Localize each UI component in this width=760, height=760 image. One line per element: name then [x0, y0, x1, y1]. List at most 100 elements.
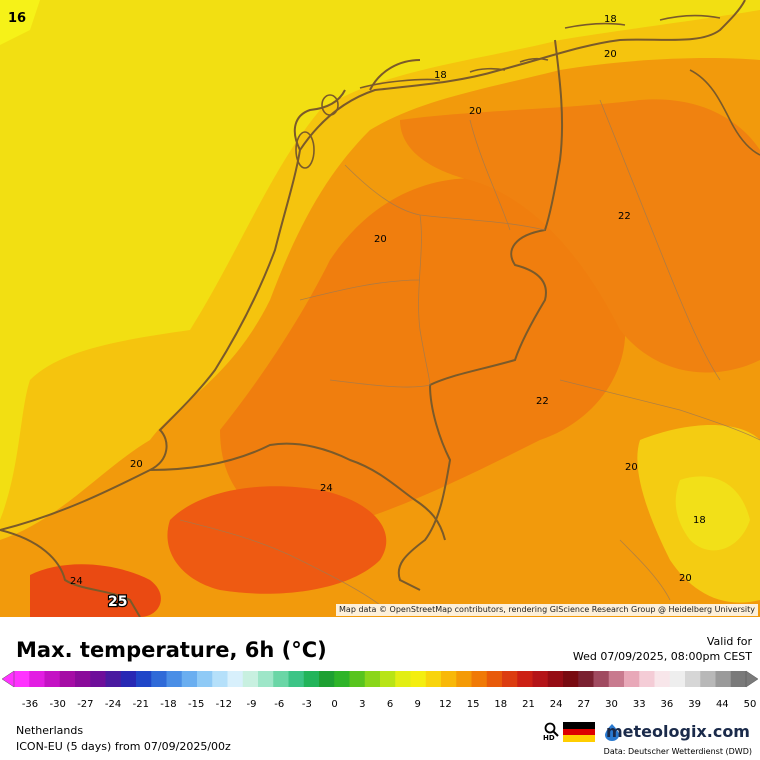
scale-color-step [151, 671, 167, 687]
scale-color-step [273, 671, 289, 687]
scale-tick-label: 0 [331, 699, 337, 710]
contour-label: 20 [374, 234, 387, 245]
scale-tick-label: -21 [133, 699, 149, 710]
scale-tick-label: -18 [160, 699, 176, 710]
scale-color-step [486, 671, 503, 687]
cool-zone [0, 0, 40, 45]
scale-tick-label: 33 [633, 699, 646, 710]
scale-color-step [136, 671, 152, 687]
wadden-islands [295, 14, 760, 169]
map-title: Max. temperature, 6h (°C) [16, 638, 327, 662]
contour-label: 22 [536, 396, 549, 407]
scale-tick-label: 21 [522, 699, 535, 710]
scale-color-step [532, 671, 549, 687]
scale-tick-label: 36 [661, 699, 674, 710]
scale-tick-label: 15 [467, 699, 480, 710]
scale-tick-label: 30 [605, 699, 618, 710]
scale-color-step [441, 671, 457, 687]
scale-tick-label: 12 [439, 699, 452, 710]
contour-label: 20 [679, 573, 692, 584]
scale-color-step [349, 671, 366, 687]
legend-footer [0, 617, 760, 760]
scale-color-step [547, 671, 564, 687]
contour-label: 16 [8, 11, 26, 26]
scale-color-step [120, 671, 137, 687]
scale-color-step [303, 671, 320, 687]
scale-color-step [380, 671, 396, 687]
map-attribution: Map data © OpenStreetMap contributors, r… [336, 604, 758, 616]
scale-color-step [410, 671, 427, 687]
scale-tick-label: 39 [688, 699, 701, 710]
cool-zone-southeast-inner [675, 476, 750, 551]
scale-tick-label: -12 [216, 699, 232, 710]
color-scale-ticks: -36 -30 -27 -24 -21 -18 -15 -12 -9 -6 -3 0 3 6 9 12 15 18… [22, 699, 757, 710]
max-value-label: 25 [108, 594, 127, 610]
borders [0, 0, 746, 617]
scale-tick-label: 44 [716, 699, 729, 710]
contour-label: 18 [434, 70, 447, 81]
contour-label: 18 [604, 14, 617, 25]
scale-tick-label: 6 [387, 699, 393, 710]
scale-color-step [181, 671, 198, 687]
scale-tick-label: 3 [359, 699, 365, 710]
hd-label: HD [543, 734, 555, 742]
color-scale-bars [14, 671, 747, 687]
scale-color-step [669, 671, 686, 687]
scale-color-step [456, 671, 472, 687]
scale-color-step [578, 671, 594, 687]
contour-label: 22 [618, 211, 631, 222]
weather-map[interactable]: 16 18 20 18 20 22 20 22 20 24 20 18 20 2… [0, 0, 760, 617]
color-scale: -36 -30 -27 -24 -21 -18 -15 -12 -9 -6 -3 0 3 6 9 12 15 18… [1, 670, 759, 710]
scale-tick-label: 24 [550, 699, 563, 710]
scale-color-step [700, 671, 716, 687]
scale-color-step [14, 671, 30, 687]
scale-color-step [227, 671, 244, 687]
scale-color-step [685, 671, 701, 687]
scale-color-step [395, 671, 411, 687]
scale-color-step [364, 671, 381, 687]
region-name: Netherlands [16, 724, 84, 737]
data-source: Data: Deutscher Wetterdienst (DWD) [603, 747, 752, 756]
land-hot-zone-2 [400, 99, 760, 373]
scale-tick-label: 9 [415, 699, 421, 710]
scale-color-step [90, 671, 106, 687]
scale-color-step [715, 671, 732, 687]
scale-tick-label: -3 [302, 699, 312, 710]
contour-label: 20 [625, 462, 638, 473]
scale-color-step [242, 671, 259, 687]
land-hot-zone [220, 178, 626, 528]
contour-labels: 16 18 20 18 20 22 20 22 20 24 20 18 20 2… [8, 11, 706, 611]
scale-color-step [334, 671, 350, 687]
contour-label: 24 [320, 483, 333, 494]
scale-color-step [624, 671, 640, 687]
contour-label: 20 [469, 106, 482, 117]
contour-label: 18 [693, 515, 706, 526]
scale-color-step [105, 671, 122, 687]
scale-color-step [29, 671, 45, 687]
meteologix-logo-icon [605, 724, 619, 741]
scale-color-step [730, 671, 747, 687]
contour-label: 24 [70, 576, 83, 587]
scale-tick-label: -30 [50, 699, 66, 710]
scale-color-step [59, 671, 76, 687]
brand-link[interactable]: meteologix.com [606, 722, 750, 741]
scale-color-step [319, 671, 335, 687]
scale-color-step [75, 671, 91, 687]
scale-color-step [608, 671, 625, 687]
zoom-icon[interactable] [544, 722, 560, 738]
province-borders [179, 99, 760, 606]
scale-tick-label: 27 [577, 699, 590, 710]
scale-tick-label: -27 [77, 699, 93, 710]
valid-label: Valid for [706, 635, 752, 648]
contour-label: 20 [130, 459, 143, 470]
scale-color-step [639, 671, 655, 687]
scale-color-step [471, 671, 488, 687]
scale-right-arrow [745, 670, 759, 688]
scale-color-step [258, 671, 274, 687]
valid-time: Wed 07/09/2025, 08:00pm CEST [572, 650, 752, 663]
scale-color-step [425, 671, 442, 687]
scale-color-step [288, 671, 305, 687]
scale-color-step [593, 671, 610, 687]
scale-color-step [44, 671, 61, 687]
scale-left-arrow [1, 670, 15, 688]
